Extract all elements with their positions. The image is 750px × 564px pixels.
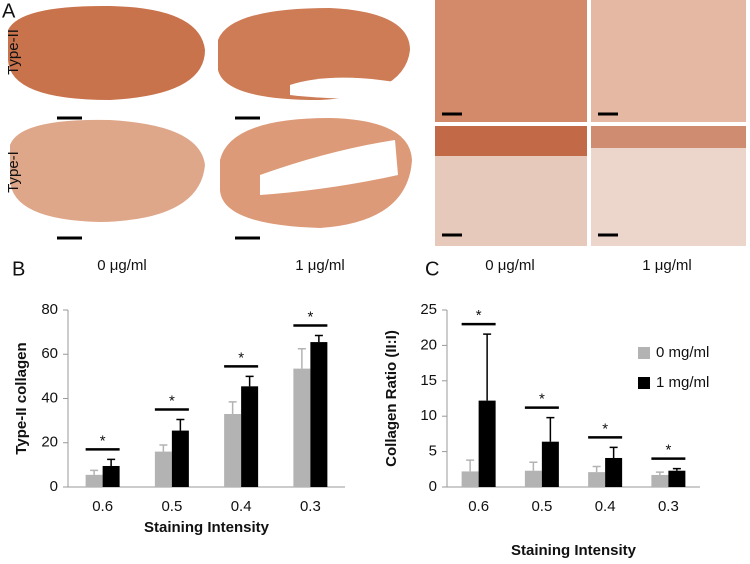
x-tick-label: 0.3 <box>300 498 321 515</box>
x-tick-label: 0.6 <box>92 498 113 515</box>
error-bar <box>314 334 323 343</box>
x-tick-label: 0.6 <box>468 498 489 515</box>
bar <box>668 470 686 487</box>
error-bar <box>228 401 237 414</box>
panel-label: C <box>425 258 439 280</box>
bar <box>651 474 669 487</box>
y-tick-label: 25 <box>420 301 437 318</box>
significance-label: * <box>665 442 671 459</box>
scale-bars <box>57 112 618 240</box>
tissue-section <box>8 5 205 100</box>
micrograph-edge <box>435 126 587 156</box>
x-tick-label: 0.5 <box>531 498 552 515</box>
x-tick-label: 0.3 <box>658 498 679 515</box>
y-tick-label: 20 <box>41 434 58 451</box>
micrograph <box>591 0 746 122</box>
x-tick-label: 0.5 <box>161 498 182 515</box>
error-bar <box>546 416 555 442</box>
bar <box>310 342 328 487</box>
y-tick-label: 60 <box>41 345 58 362</box>
error-bar <box>107 458 116 466</box>
bar <box>102 465 120 487</box>
significance-label: * <box>476 307 482 324</box>
bar <box>171 430 189 487</box>
bar <box>605 457 623 487</box>
y-axis-label: Collagen Ratio (II:I) <box>383 330 400 467</box>
error-bar <box>529 461 538 471</box>
y-tick-label: 15 <box>420 372 437 389</box>
column-label: 0 μg/ml <box>485 257 535 274</box>
tissue-section <box>218 8 410 100</box>
column-label: 1 μg/ml <box>642 257 692 274</box>
significance-label: * <box>602 420 608 437</box>
tissue-gap <box>290 77 395 99</box>
bar <box>478 400 496 487</box>
row-label: Type-I <box>5 151 22 193</box>
column-label: 1 μg/ml <box>295 257 345 274</box>
y-tick-label: 0 <box>429 478 437 495</box>
error-bar <box>466 459 475 472</box>
error-bar <box>592 465 601 473</box>
x-axis-label: Staining Intensity <box>511 542 637 559</box>
y-tick-label: 5 <box>429 443 437 460</box>
panel-label: B <box>12 258 25 280</box>
y-tick-label: 10 <box>420 407 437 424</box>
bar <box>224 413 242 487</box>
histology-images <box>8 0 746 246</box>
bar <box>588 472 606 487</box>
panel-label: A <box>2 0 16 22</box>
y-axis-label: Type-II collagen <box>13 342 30 454</box>
significance-label: * <box>169 392 175 409</box>
y-tick-label: 80 <box>41 301 58 318</box>
error-bar <box>297 347 306 369</box>
bar <box>524 470 542 487</box>
significance-label: * <box>539 391 545 408</box>
error-bar <box>90 469 99 475</box>
y-tick-label: 40 <box>41 389 58 406</box>
bar <box>154 451 172 487</box>
error-bar <box>672 467 681 471</box>
y-tick-label: 20 <box>420 336 437 353</box>
x-axis-label: Staining Intensity <box>144 519 270 536</box>
x-tick-label: 0.4 <box>231 498 252 515</box>
error-bar <box>655 471 664 475</box>
legend-label: 1 mg/ml <box>656 374 709 391</box>
error-bar <box>609 446 618 458</box>
tissue-section <box>10 119 205 222</box>
legend-label: 0 mg/ml <box>656 344 709 361</box>
significance-label: * <box>100 432 106 449</box>
significance-label: * <box>238 349 244 366</box>
error-bar <box>176 418 185 431</box>
micrograph-edge <box>591 126 746 148</box>
significance-label: * <box>307 308 313 325</box>
tissue-gap <box>260 140 398 195</box>
bar <box>241 386 259 487</box>
bar <box>85 474 103 487</box>
micrograph <box>435 0 587 122</box>
x-tick-label: 0.4 <box>595 498 616 515</box>
bar <box>541 441 559 487</box>
error-bar <box>483 333 492 401</box>
legend-swatch <box>638 377 650 389</box>
column-label: 0 μg/ml <box>97 257 147 274</box>
error-bar <box>159 444 168 452</box>
bar <box>461 471 479 487</box>
y-tick-label: 0 <box>50 478 58 495</box>
legend-swatch <box>638 347 650 359</box>
error-bar <box>245 375 254 387</box>
bar <box>293 368 311 487</box>
row-label: Type-II <box>5 29 22 75</box>
